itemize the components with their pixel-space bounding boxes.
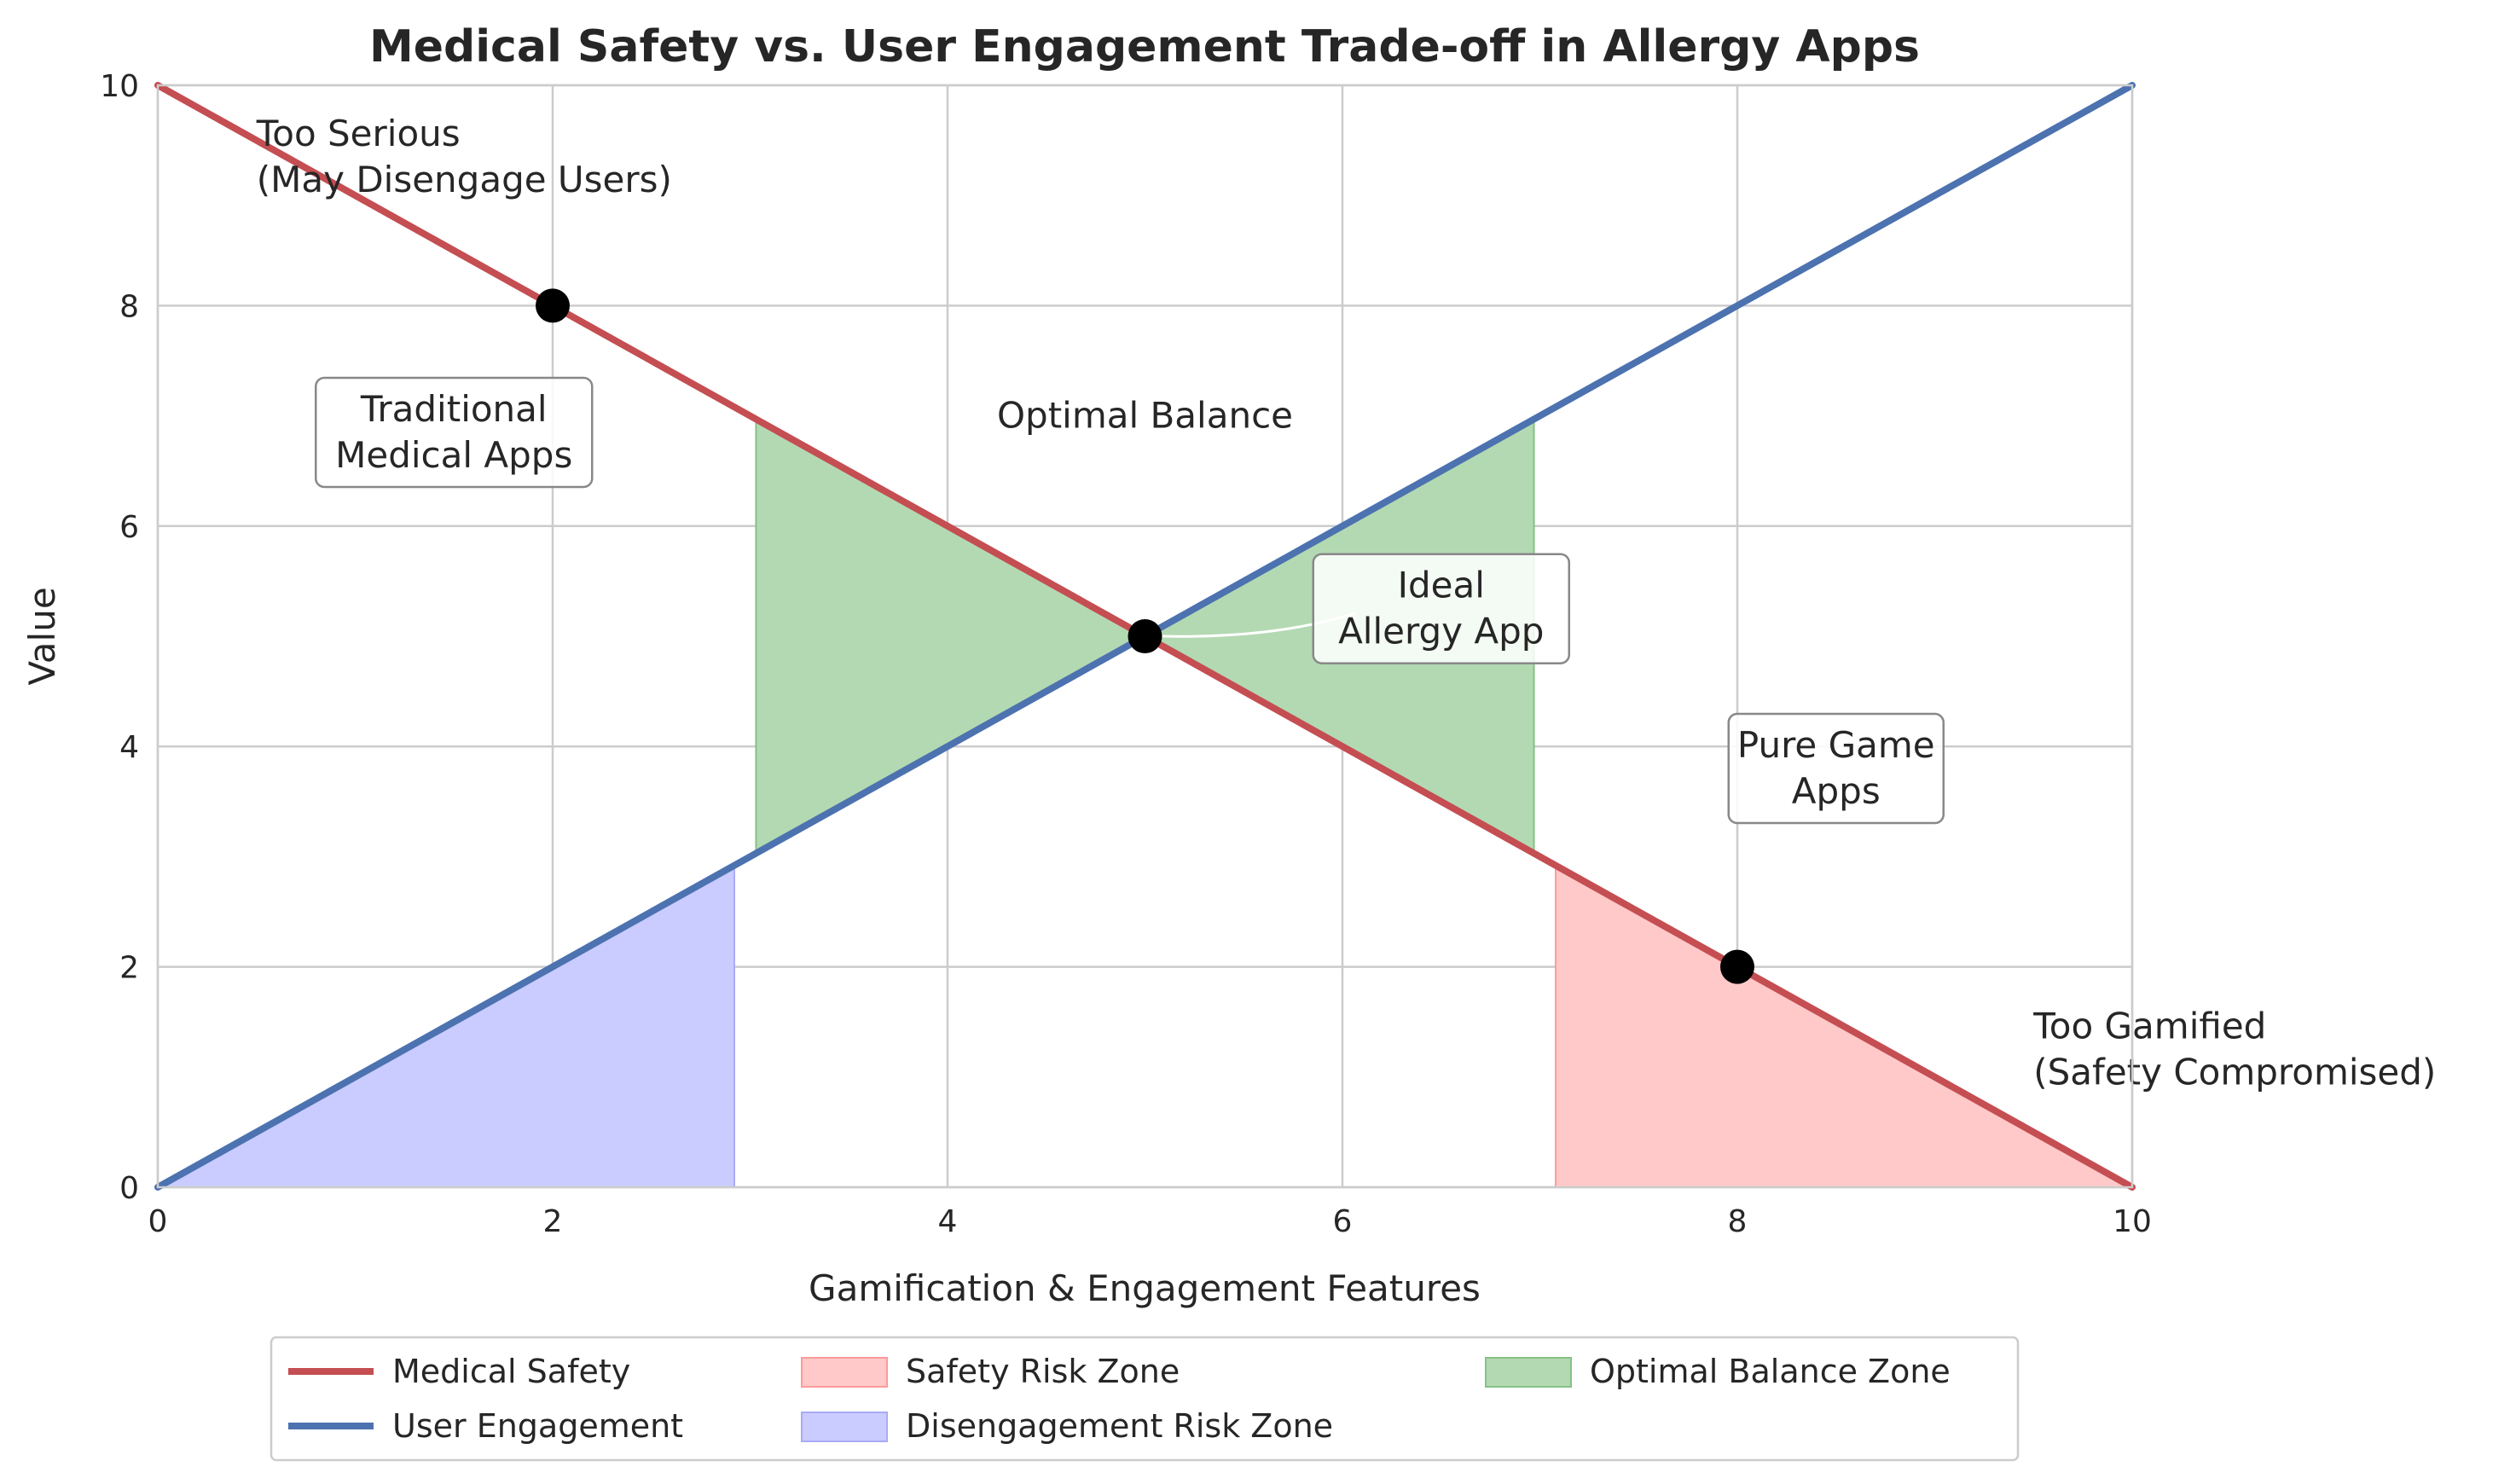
annotation-label: Pure Game Apps [1737, 724, 1935, 812]
annotation-line: Too Gamified [2032, 1006, 2266, 1047]
x-tick-label: 2 [543, 1204, 563, 1239]
annotations: Too Serious (May Disengage Users) Traditio… [256, 113, 2437, 1093]
x-tick-label: 8 [1728, 1204, 1748, 1239]
x-tick-label: 6 [1333, 1204, 1353, 1239]
annotation-label: Too Gamified (Safety Compromised) [2032, 1006, 2436, 1093]
annotation-label: Ideal Allergy App [1338, 565, 1544, 652]
annotation-box [1312, 553, 1570, 664]
annotation-line: (May Disengage Users) [257, 159, 672, 200]
y-tick-label: 2 [119, 951, 139, 986]
annotation-line: Pure Game [1737, 724, 1935, 766]
y-tick-label: 10 [100, 69, 139, 104]
x-axis-label: Gamification & Engagement Features [809, 1267, 1481, 1309]
y-tick-label: 0 [119, 1171, 139, 1206]
annotation-line: Apps [1792, 770, 1881, 812]
legend-label: Disengagement Risk Zone [906, 1407, 1333, 1445]
y-axis-label: Value [21, 587, 63, 685]
annotation-box [315, 376, 594, 489]
annotation-label: Optimal Balance [997, 395, 1293, 437]
x-tick-label: 4 [938, 1204, 958, 1239]
annotation-line: Optimal Balance [997, 395, 1293, 437]
annotation-line: (Safety Compromised) [2033, 1052, 2436, 1093]
y-tick-label: 6 [119, 510, 139, 545]
legend-patch-swatch [1485, 1357, 1572, 1388]
annotation-line: Too Serious [256, 113, 461, 154]
y-tick-label: 8 [119, 289, 139, 324]
data-points [536, 288, 1754, 984]
legend-box [270, 1336, 2020, 1462]
annotation-box [1727, 712, 1945, 825]
x-tick-label: 10 [2113, 1204, 2152, 1239]
legend-patch-swatch [801, 1412, 888, 1442]
annotation-line: Ideal [1398, 565, 1485, 606]
annotation-label: Too Serious (May Disengage Users) [256, 113, 672, 200]
legend: Medical Safety User Engagement Safety Risk… [270, 1336, 2020, 1462]
annotation-line: Medical Apps [335, 434, 572, 476]
data-point [1720, 949, 1754, 984]
y-tick-label: 4 [119, 730, 139, 765]
data-point [536, 288, 570, 323]
x-tick-label: 0 [148, 1204, 168, 1239]
data-point [1128, 619, 1162, 653]
legend-label: Optimal Balance Zone [1590, 1353, 1951, 1390]
legend-label: Medical Safety [392, 1353, 630, 1390]
annotation-line: Allergy App [1338, 611, 1544, 652]
annotation-line: Traditional [360, 388, 548, 430]
legend-patch-swatch [801, 1357, 888, 1388]
legend-label: User Engagement [392, 1407, 683, 1445]
legend-label: Safety Risk Zone [906, 1353, 1180, 1390]
axes: 0 2 4 6 8 10 0 2 4 6 8 10 [100, 69, 2152, 1239]
annotation-label: Traditional Medical Apps [335, 388, 572, 476]
chart-title: Medical Safety vs. User Engagement Trade… [369, 21, 1920, 72]
axes-frame [156, 84, 2134, 1189]
